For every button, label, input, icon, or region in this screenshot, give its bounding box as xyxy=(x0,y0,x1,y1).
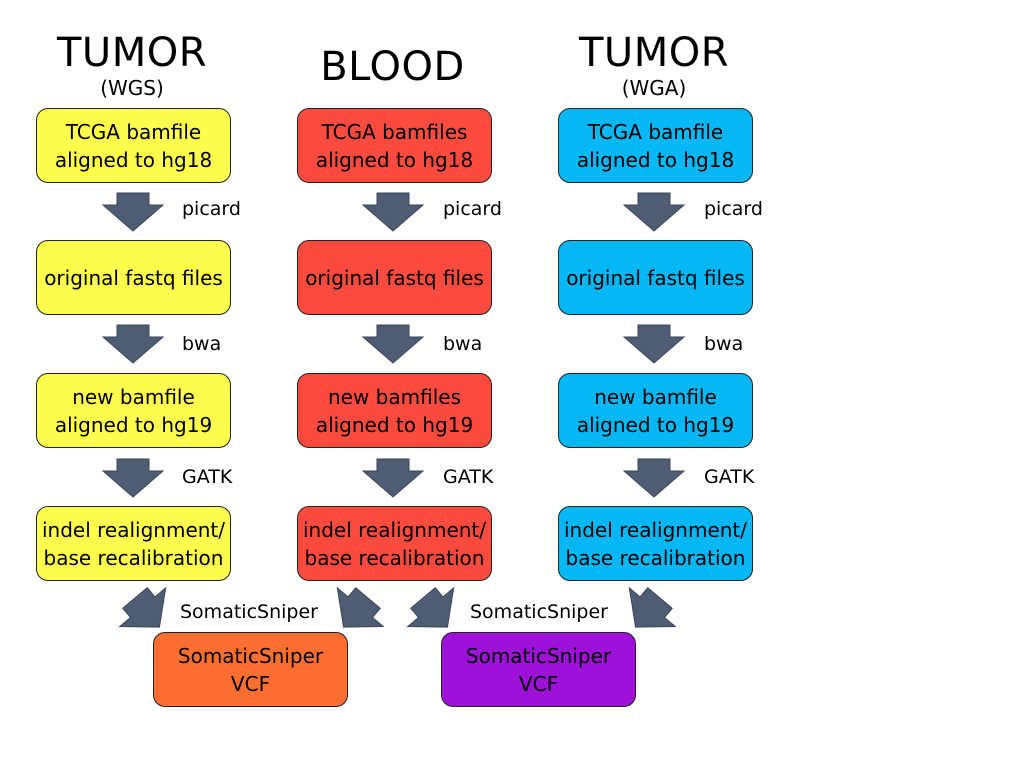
tumor-wgs-step-hg19: new bamfile aligned to hg19 xyxy=(36,373,231,448)
arrow-down-icon xyxy=(623,458,685,498)
arrow-down-icon xyxy=(102,192,164,232)
blood-step-gatk: indel realignment/ base recalibration xyxy=(297,506,492,581)
tool-label-somaticsniper: SomaticSniper xyxy=(180,601,318,623)
arrow-down-icon xyxy=(362,192,424,232)
arrow-down-icon xyxy=(102,458,164,498)
tool-label-picard: picard xyxy=(443,198,502,220)
tumor-wga-step-hg19: new bamfile aligned to hg19 xyxy=(558,373,753,448)
tumor-wga-step-gatk: indel realignment/ base recalibration xyxy=(558,506,753,581)
arrow-down-icon xyxy=(362,458,424,498)
tool-label-gatk: GATK xyxy=(704,466,755,488)
output-vcf-wga: SomaticSniper VCF xyxy=(441,632,636,707)
arrow-down-icon xyxy=(623,192,685,232)
output-vcf-wgs: SomaticSniper VCF xyxy=(153,632,348,707)
blood-step-fastq: original fastq files xyxy=(297,240,492,315)
tool-label-bwa: bwa xyxy=(182,333,222,355)
tool-label-picard: picard xyxy=(182,198,241,220)
blood-step-hg18: TCGA bamfiles aligned to hg18 xyxy=(297,108,492,183)
arrow-down-icon xyxy=(623,324,685,364)
column-title-blood: BLOOD xyxy=(320,44,465,90)
column-subtitle-wgs: (WGS) xyxy=(100,76,164,100)
tool-label-bwa: bwa xyxy=(704,333,744,355)
tumor-wgs-step-hg18: TCGA bamfile aligned to hg18 xyxy=(36,108,231,183)
tool-label-gatk: GATK xyxy=(182,466,233,488)
tool-label-bwa: bwa xyxy=(443,333,483,355)
column-title-tumor-wgs: TUMOR xyxy=(57,30,207,76)
tumor-wgs-step-gatk: indel realignment/ base recalibration xyxy=(36,506,231,581)
tumor-wga-step-fastq: original fastq files xyxy=(558,240,753,315)
tool-label-picard: picard xyxy=(704,198,763,220)
tumor-wgs-step-fastq: original fastq files xyxy=(36,240,231,315)
arrow-down-icon xyxy=(102,324,164,364)
tool-label-gatk: GATK xyxy=(443,466,494,488)
blood-step-hg19: new bamfiles aligned to hg19 xyxy=(297,373,492,448)
tumor-wga-step-hg18: TCGA bamfile aligned to hg18 xyxy=(558,108,753,183)
column-subtitle-wga: (WGA) xyxy=(621,76,687,100)
column-title-tumor-wga: TUMOR xyxy=(579,30,729,76)
arrow-down-icon xyxy=(362,324,424,364)
tool-label-somaticsniper: SomaticSniper xyxy=(470,601,608,623)
